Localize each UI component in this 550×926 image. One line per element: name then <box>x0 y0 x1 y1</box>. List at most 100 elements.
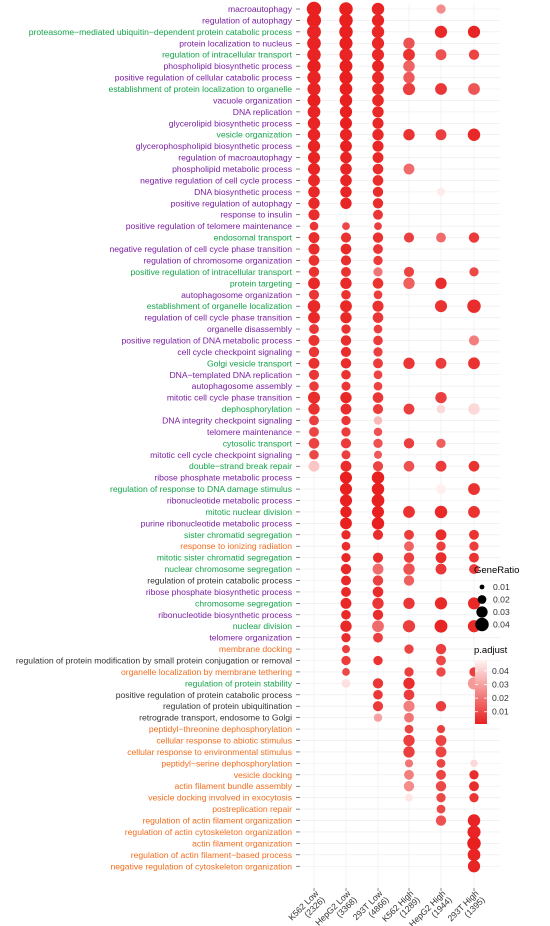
size-legend-label: 0.04 <box>493 620 510 630</box>
term-label: regulation of cell cycle phase transitio… <box>144 313 292 323</box>
data-point <box>307 391 321 404</box>
data-point <box>372 163 384 175</box>
size-legend-dot <box>476 606 488 618</box>
data-point <box>340 506 352 518</box>
data-point <box>373 416 383 425</box>
term-label: retrograde transport, endosome to Golgi <box>139 713 292 723</box>
term-label: telomere organization <box>209 633 292 643</box>
data-point <box>403 403 415 415</box>
data-point <box>468 83 480 95</box>
term-label: positive regulation of autophagy <box>171 198 293 208</box>
data-point <box>341 645 351 654</box>
data-point <box>469 564 479 574</box>
data-point <box>308 232 320 244</box>
data-point <box>342 222 350 231</box>
data-point <box>307 105 321 119</box>
data-point <box>341 587 351 597</box>
data-point <box>435 129 447 141</box>
data-point <box>341 679 351 688</box>
data-point <box>307 70 321 85</box>
data-point <box>340 597 352 609</box>
color-legend-label: 0.04 <box>492 666 509 676</box>
term-label: regulation of protein ubiquitination <box>163 701 292 711</box>
data-point <box>468 460 480 472</box>
data-point <box>372 94 384 107</box>
data-point <box>341 289 351 300</box>
term-label: mitotic sister chromatid segregation <box>157 553 292 563</box>
data-point <box>340 391 352 404</box>
data-point <box>372 552 384 563</box>
data-point <box>339 94 353 107</box>
data-point <box>436 667 446 677</box>
data-point <box>468 335 480 346</box>
data-point <box>372 701 384 712</box>
data-point <box>340 300 352 313</box>
data-point <box>340 563 352 575</box>
data-point <box>372 175 384 186</box>
term-label: autophagosome organization <box>181 290 292 300</box>
data-point <box>435 735 447 746</box>
data-point <box>372 392 384 403</box>
data-point <box>308 243 320 255</box>
data-point <box>341 552 351 563</box>
data-point <box>372 232 384 243</box>
data-point <box>467 848 481 862</box>
data-point <box>339 2 353 16</box>
term-label: dephosphorylation <box>222 404 292 414</box>
data-point <box>470 759 478 768</box>
color-legend-keys: 0.04 0.03 0.02 0.01 <box>475 666 509 717</box>
data-point <box>467 825 481 839</box>
data-point <box>340 311 352 324</box>
term-label: phospholipid metabolic process <box>172 164 292 174</box>
term-label: autophagosome assembly <box>192 381 293 391</box>
color-legend-bar <box>475 660 487 724</box>
data-point <box>307 47 321 62</box>
data-point <box>371 14 385 27</box>
data-point <box>307 163 321 176</box>
term-label: vacuole organization <box>213 95 292 105</box>
data-point <box>469 529 479 540</box>
data-point <box>403 677 415 690</box>
data-point <box>341 266 351 277</box>
data-point <box>403 60 415 72</box>
data-point <box>434 505 448 519</box>
data-point <box>373 290 383 300</box>
term-label: actin filament bundle assembly <box>174 781 292 791</box>
data-point <box>339 25 353 39</box>
data-point <box>467 299 481 313</box>
data-point <box>436 404 446 414</box>
term-label: positive regulation of intracellular tra… <box>131 267 293 277</box>
term-label: regulation of protein catabolic process <box>147 576 292 586</box>
data-point <box>308 174 320 187</box>
data-point <box>341 655 351 666</box>
data-point <box>373 690 383 700</box>
data-point <box>468 232 480 243</box>
data-point <box>404 644 414 654</box>
data-point <box>467 128 481 141</box>
data-point <box>307 299 321 313</box>
data-point <box>372 529 384 540</box>
term-label: peptidyl−threonine dephosphorylation <box>149 724 292 734</box>
data-point <box>307 151 321 164</box>
data-point <box>402 620 416 633</box>
data-point <box>308 209 320 221</box>
data-point <box>371 2 385 16</box>
data-point <box>469 781 479 792</box>
data-point <box>436 4 446 14</box>
color-legend-label: 0.03 <box>492 680 509 690</box>
term-label: regulation of response to DNA damage sti… <box>110 484 292 494</box>
term-label: positive regulation of cellular cataboli… <box>115 73 292 83</box>
data-point <box>403 266 415 277</box>
data-point <box>340 255 352 266</box>
data-point <box>372 461 384 472</box>
size-legend-label: 0.02 <box>493 595 510 605</box>
data-point <box>436 725 446 734</box>
data-point <box>339 128 353 141</box>
data-point <box>372 83 384 95</box>
data-point <box>372 186 384 198</box>
term-label: vesicle docking involved in exocytosis <box>148 793 292 803</box>
data-point <box>372 403 384 415</box>
data-point <box>373 335 383 346</box>
data-point <box>340 174 352 187</box>
data-point <box>403 232 415 243</box>
